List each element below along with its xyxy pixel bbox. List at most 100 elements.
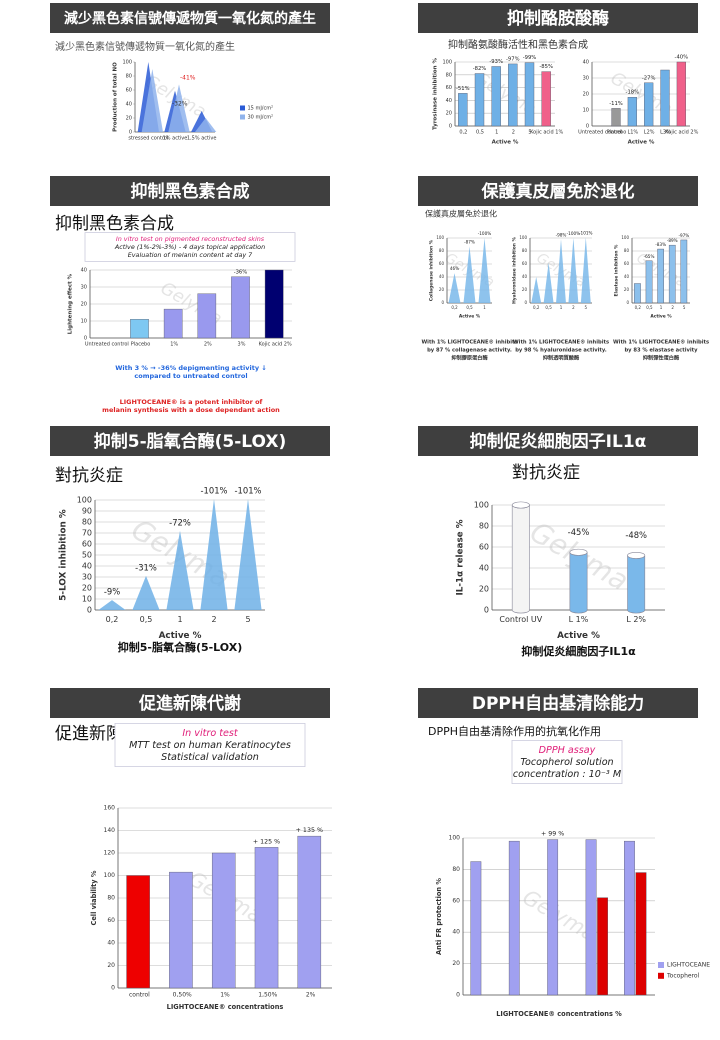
y-tick-label: 80: [439, 248, 445, 253]
info-text: In vitro test: [182, 728, 239, 739]
value-label: -87%: [464, 239, 475, 244]
y-axis-label: Anti FR protection %: [435, 878, 443, 955]
bar: [130, 319, 149, 339]
x-tick-label: L 2%: [626, 615, 646, 624]
panel-caption: DPPH自由基清除作用的抗氧化作用: [428, 724, 601, 738]
x-tick-label: 3%: [238, 342, 246, 348]
x-tick-label: 0,5: [646, 305, 653, 310]
x-tick-label: 1: [483, 305, 486, 310]
note: 抑制彈性蛋白酶: [643, 354, 680, 362]
value-label: -11%: [609, 101, 623, 107]
value-label: -31%: [135, 562, 157, 572]
bar: [635, 872, 647, 996]
bar: [676, 61, 686, 127]
spike: [195, 118, 217, 132]
bar: [470, 861, 482, 996]
x-tick-label: stressed control: [128, 136, 168, 142]
y-tick-label: 40: [452, 929, 460, 936]
x-tick-label: Untreated control: [85, 342, 129, 348]
y-axis-label: Production of total NO: [113, 62, 119, 132]
x-tick-label: 0,2: [106, 615, 119, 624]
note: With 1% LIGHTOCEANE® inhibits: [513, 340, 609, 346]
x-axis-label: Active %: [459, 313, 481, 319]
bar: [644, 82, 654, 127]
x-tick-label: 2%: [204, 342, 212, 348]
x-tick-label: 5: [683, 305, 686, 310]
x-tick-label: 2%: [306, 992, 316, 999]
y-tick-label: 40: [583, 60, 589, 66]
y-tick-label: 80: [126, 74, 132, 80]
y-tick-label: 40: [82, 562, 92, 571]
y-tick-label: 40: [522, 274, 528, 279]
cylinder-top: [569, 548, 588, 556]
y-tick-label: 160: [104, 805, 116, 812]
x-tick-label: 0,5: [545, 305, 552, 310]
value-label: -89%: [667, 238, 678, 243]
x-tick-label: 1: [177, 615, 182, 624]
spike: [132, 575, 160, 610]
value-label: -97%: [678, 233, 689, 238]
y-tick-label: 80: [479, 522, 489, 531]
spike: [234, 498, 262, 610]
x-axis-label: Active %: [159, 631, 202, 641]
y-tick-label: 100: [442, 60, 452, 66]
bar: [541, 71, 551, 127]
x-tick-label: 1%: [170, 342, 178, 348]
panel-heading-box: [418, 688, 698, 718]
x-tick-label: Kojic acid 1%: [530, 130, 563, 136]
cylinder-top: [511, 501, 530, 509]
legend-label: 30 mJ/cm²: [248, 115, 274, 121]
y-tick-label: 60: [126, 88, 132, 94]
y-axis-label: Cell viability %: [90, 870, 98, 925]
value-label: -51%: [456, 86, 470, 92]
y-tick-label: 0: [111, 985, 115, 992]
spike: [556, 239, 566, 303]
bar: [197, 293, 217, 339]
value-label: -98%: [556, 232, 567, 237]
panel-heading-box: [50, 3, 330, 33]
spike: [463, 246, 476, 303]
bar: [585, 839, 597, 996]
y-tick-label: 30: [583, 76, 589, 82]
value-label: -48%: [625, 530, 647, 540]
value-label: -9%: [104, 587, 120, 597]
x-tick-label: L1%: [627, 130, 638, 136]
note: by 83 % elastase activity: [624, 348, 698, 354]
x-tick-label: control: [129, 992, 150, 999]
y-tick-label: 40: [439, 274, 445, 279]
value-label: -45%: [568, 527, 590, 537]
annotation: -41%: [180, 75, 196, 82]
annotation: -32%: [172, 101, 188, 108]
note: melanin synthesis with a dose dependant …: [102, 406, 280, 414]
y-tick-label: 0: [449, 124, 452, 130]
y-tick-label: 40: [624, 274, 630, 279]
y-tick-label: 30: [81, 285, 87, 291]
legend-swatch: [658, 962, 664, 968]
cylinder: [511, 504, 530, 614]
panel-heading: 抑制黑色素合成: [131, 181, 250, 202]
y-axis-label: 5-LOX inhibition %: [59, 509, 69, 601]
cylinder: [569, 552, 588, 614]
y-axis-label: Collagenase inhibition %: [429, 239, 435, 301]
x-tick-label: 2: [211, 615, 216, 624]
panel-heading: 抑制5-脂氧合酶(5-LOX): [94, 431, 287, 452]
note: by 87 % collagenase activity.: [427, 348, 512, 354]
cylinder: [627, 555, 646, 614]
bar: [624, 840, 635, 996]
value-label: -101%: [235, 485, 262, 495]
y-tick-label: 100: [104, 872, 116, 879]
y-tick-label: 120: [104, 850, 116, 857]
bar: [547, 839, 559, 996]
y-tick-label: 20: [624, 287, 630, 292]
x-tick-label: 2: [572, 305, 575, 310]
y-tick-label: 40: [107, 940, 115, 947]
legend-label: LIGHTOCEANE: [667, 962, 710, 969]
y-tick-label: 100: [77, 496, 92, 505]
bar: [264, 269, 284, 339]
y-tick-label: 60: [624, 261, 630, 266]
value-label: -65%: [644, 254, 655, 259]
y-tick-label: 10: [583, 108, 589, 114]
y-tick-label: 60: [479, 543, 489, 552]
value-label: + 125 %: [253, 838, 280, 845]
y-tick-label: 40: [479, 564, 489, 573]
